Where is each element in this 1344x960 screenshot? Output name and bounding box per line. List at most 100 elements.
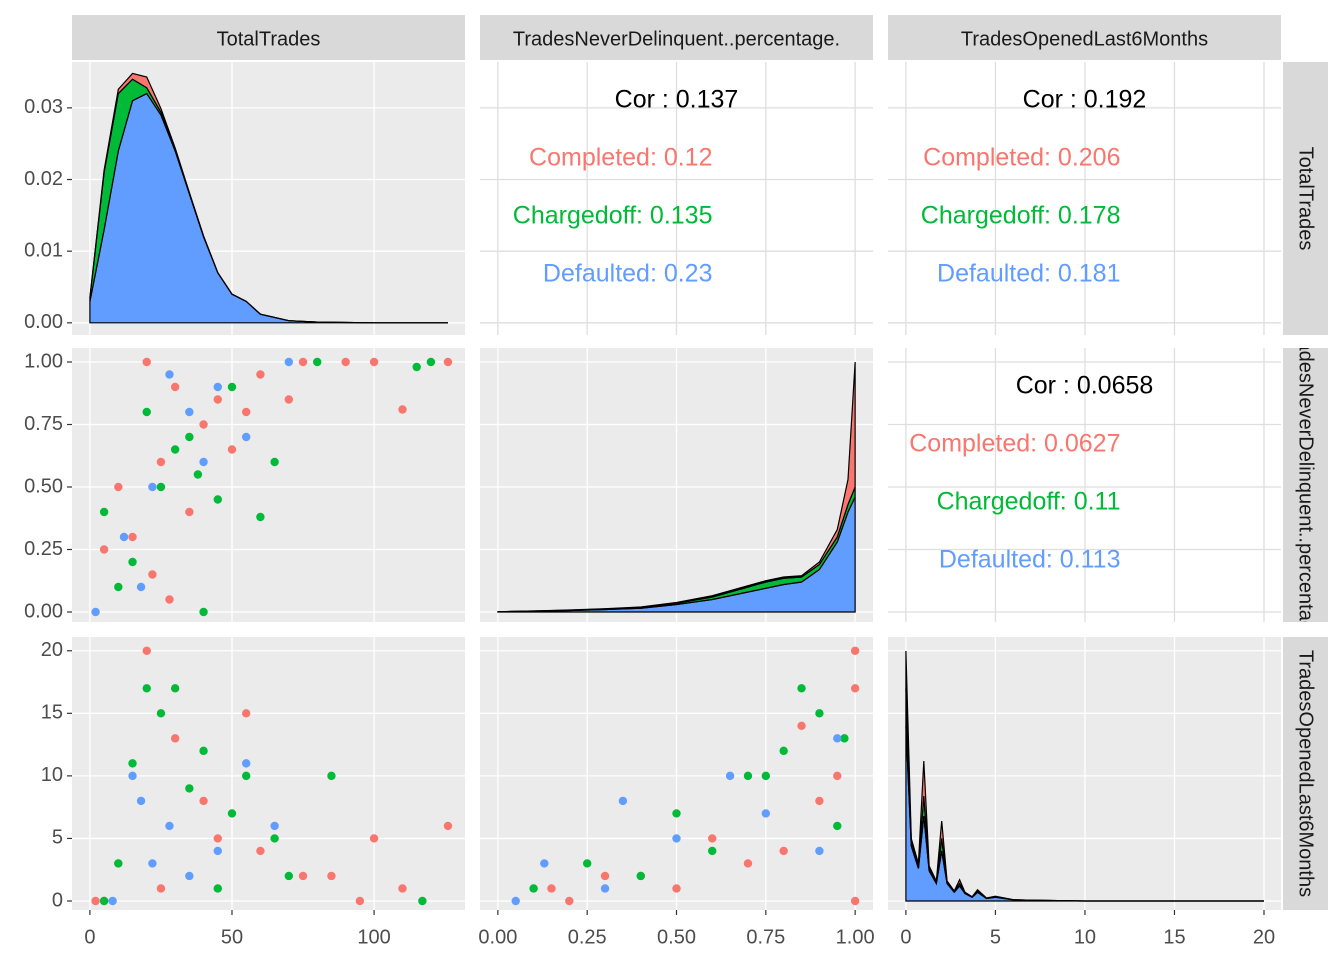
correlation-label: Completed: 0.206 — [923, 144, 1120, 172]
y-tick-label: 10 — [41, 764, 63, 786]
point — [170, 734, 180, 743]
point — [270, 834, 279, 843]
point — [241, 771, 251, 781]
x-tick-label: 0 — [84, 926, 95, 948]
point — [241, 759, 251, 768]
point — [142, 357, 151, 367]
point — [165, 370, 174, 379]
strip-group: TradesOpenedLast6Months — [1295, 650, 1317, 897]
point — [148, 570, 157, 579]
point — [797, 684, 806, 693]
point — [142, 407, 151, 417]
correlation-label: Defaulted: 0.23 — [543, 260, 713, 288]
point — [547, 884, 556, 893]
point — [840, 734, 849, 743]
strip-label: TotalTrades — [217, 28, 321, 50]
y-tick-label: 0.25 — [24, 538, 63, 560]
x-tick-label: 0 — [900, 926, 911, 948]
point — [779, 746, 788, 756]
point — [128, 532, 137, 542]
x-tick-label: 0.75 — [746, 926, 785, 948]
point — [199, 796, 208, 806]
point — [797, 721, 806, 731]
point — [142, 684, 151, 693]
y-tick-label: 1.00 — [24, 350, 63, 372]
point — [443, 357, 453, 367]
point — [833, 821, 842, 831]
y-tick-label: 0.01 — [24, 239, 63, 261]
point — [227, 382, 237, 392]
panel — [905, 650, 1264, 902]
y-tick-label: 0.00 — [24, 600, 63, 622]
y-tick-label: 15 — [41, 702, 63, 724]
point — [170, 684, 180, 693]
point — [114, 859, 123, 868]
point — [398, 884, 407, 893]
point — [142, 646, 151, 655]
point — [341, 357, 350, 367]
point — [199, 420, 208, 429]
y-tick-label: 0.03 — [24, 96, 63, 118]
correlation-label: Cor : 0.0658 — [1016, 372, 1154, 400]
point — [582, 859, 592, 868]
correlation-label: Cor : 0.192 — [1023, 86, 1147, 114]
x-tick-label: 0.50 — [657, 926, 696, 948]
point — [672, 884, 681, 893]
correlation-label: Defaulted: 0.181 — [937, 260, 1120, 288]
point — [761, 809, 771, 818]
point — [850, 684, 860, 693]
x-tick-label: 5 — [990, 926, 1001, 948]
point — [256, 512, 265, 522]
panel: Cor : 0.192 Completed: 0.206 Chargedoff: 0… — [921, 86, 1147, 288]
point — [185, 784, 194, 793]
strip-label: TradesNeverDelinquent..percentage. — [513, 28, 840, 50]
point — [91, 607, 100, 617]
point — [600, 884, 610, 893]
panel-background — [72, 637, 465, 910]
point — [148, 482, 157, 492]
x-tick-label: 1.00 — [836, 926, 875, 948]
point — [156, 457, 166, 467]
strip-top — [480, 15, 873, 60]
point — [128, 557, 137, 567]
point — [636, 871, 645, 881]
point — [270, 821, 279, 831]
point — [99, 545, 109, 554]
point — [213, 884, 222, 893]
point — [412, 362, 421, 372]
strip-group: TradesNeverDelinquent..percentage. — [1295, 348, 1317, 622]
x-tick-label: 100 — [357, 926, 390, 948]
point — [91, 896, 100, 906]
point — [114, 482, 123, 492]
point — [213, 495, 222, 504]
point — [156, 884, 166, 893]
point — [540, 859, 549, 868]
x-tick-label: 0.25 — [568, 926, 607, 948]
point — [213, 382, 222, 392]
point — [213, 395, 222, 404]
point — [725, 771, 735, 781]
point — [369, 357, 379, 367]
correlation-label: Defaulted: 0.113 — [939, 546, 1121, 574]
panel: Cor : 0.0658 Completed: 0.0627 Chargedoff:… — [909, 372, 1153, 574]
y-tick-label: 0.02 — [24, 168, 63, 190]
point — [284, 395, 294, 404]
x-tick-label: 15 — [1163, 926, 1185, 948]
point — [185, 507, 194, 517]
point — [743, 771, 753, 781]
point — [128, 759, 137, 768]
point — [165, 821, 174, 831]
point — [327, 771, 336, 781]
point — [241, 709, 251, 718]
point — [815, 709, 824, 718]
strip-right — [1283, 348, 1328, 622]
correlation-label: Cor : 0.137 — [615, 86, 739, 114]
point — [256, 370, 265, 379]
point — [298, 357, 308, 367]
point — [443, 821, 453, 831]
point — [833, 771, 842, 781]
strip-label: TradesOpenedLast6Months — [961, 28, 1208, 50]
panel: Cor : 0.137 Completed: 0.12 Chargedoff: 0.… — [513, 86, 739, 288]
